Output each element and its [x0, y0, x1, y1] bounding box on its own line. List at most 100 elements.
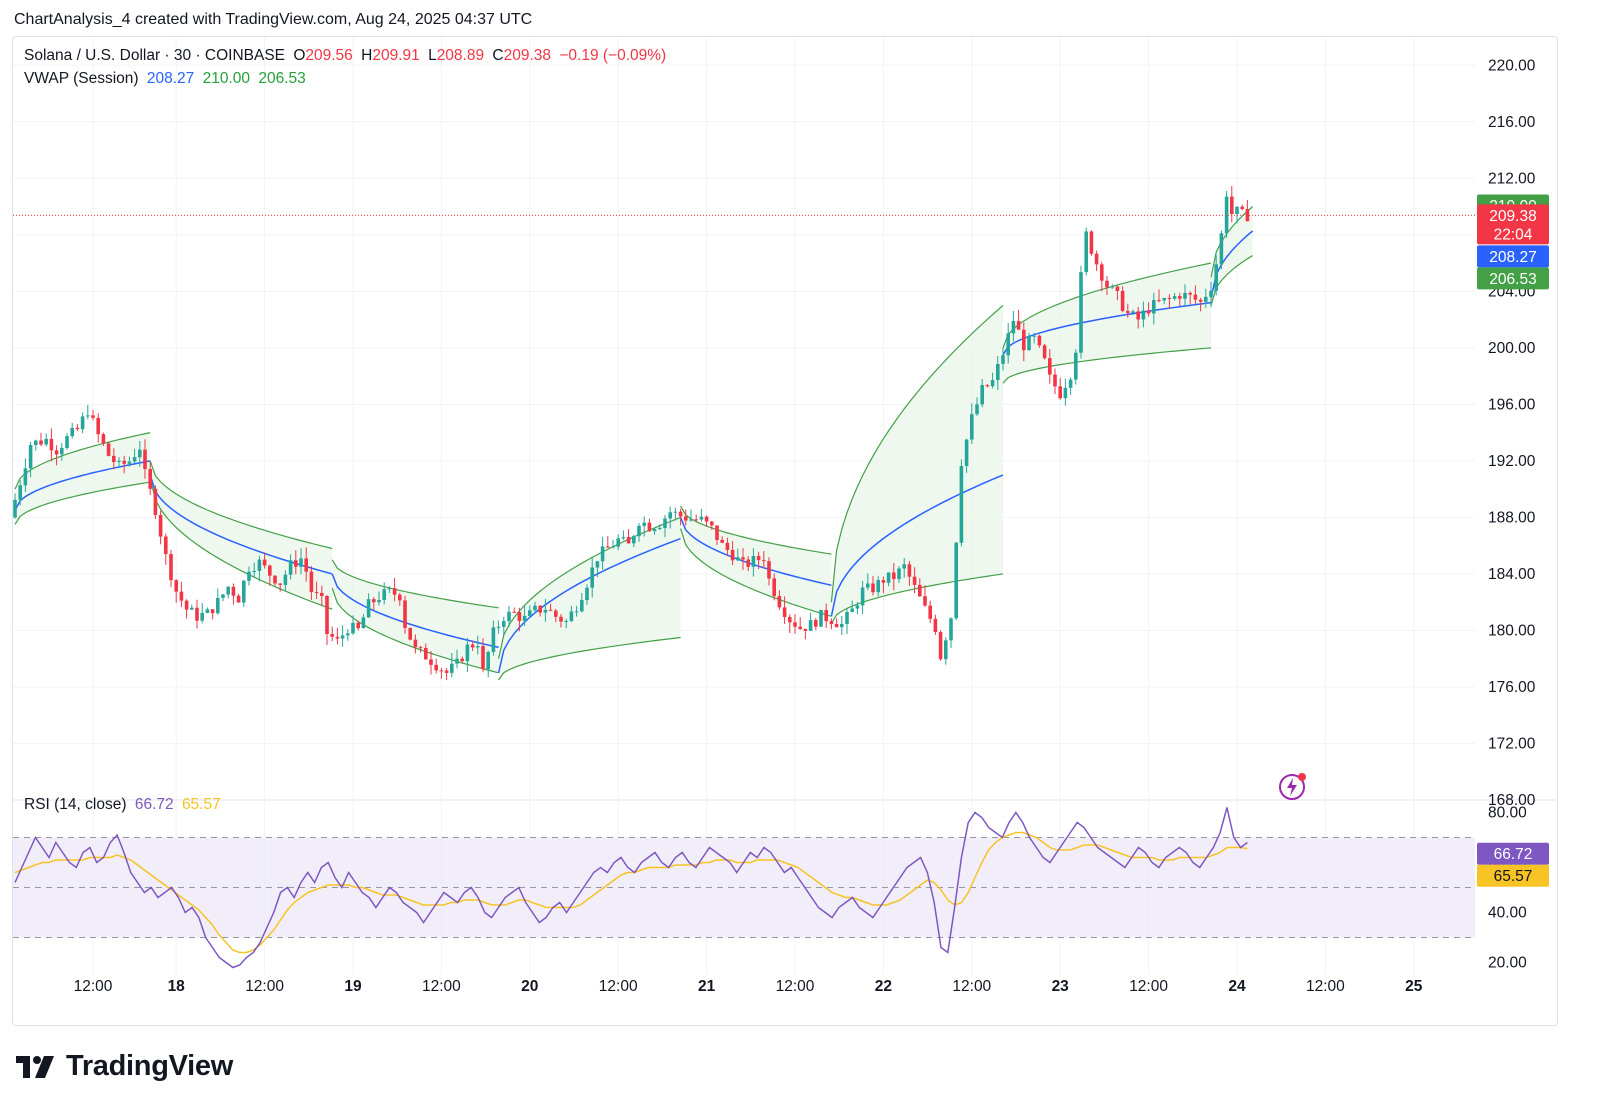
candle-body [75, 427, 80, 430]
candle-body [200, 612, 204, 621]
candle-body [1016, 320, 1021, 330]
candle-body [626, 537, 631, 544]
candle-body [101, 434, 106, 444]
candle-body [782, 607, 787, 617]
symbol-label: Solana / U.S. Dollar · 30 · COINBASE [24, 47, 286, 64]
tradingview-logo[interactable]: TradingView [16, 1050, 233, 1083]
candle-body [1172, 296, 1177, 299]
candle-body [13, 499, 17, 518]
vwap-line [14, 460, 151, 511]
candle-body [923, 596, 927, 606]
candle-body [148, 469, 152, 489]
price-tick-label: 192.00 [1488, 453, 1536, 470]
candle-body [897, 568, 901, 580]
candle-body [684, 516, 688, 521]
vwap-badge: 208.27 [1489, 249, 1536, 266]
candle-body [720, 539, 724, 543]
vwap-upper-band [14, 432, 151, 490]
candle-body [1032, 335, 1036, 337]
candle-body [980, 385, 984, 405]
time-tick-label: 12:00 [952, 978, 991, 995]
vwap-lower-band [149, 477, 333, 610]
price-tick-label: 216.00 [1488, 114, 1536, 131]
candle-body [1006, 333, 1010, 356]
candle-body [205, 609, 210, 613]
candle-body [1193, 294, 1198, 300]
time-tick-label: 21 [698, 978, 716, 995]
time-axis: 12:00 18 12:00 19 12:00 20 12:00 21 12:00 22 12:00… [74, 978, 1423, 995]
candle-body [190, 607, 194, 610]
candle-body [1198, 299, 1203, 302]
candle-body [866, 583, 870, 588]
candle-body [1183, 292, 1187, 299]
candle-body [756, 556, 761, 561]
lower-band-badge: 206.53 [1489, 271, 1536, 288]
candle-body [1115, 286, 1120, 291]
rsi-legend[interactable]: RSI (14, close) 66.72 65.57 [24, 796, 225, 814]
candle-body [949, 618, 953, 641]
vwap-line [497, 537, 681, 674]
candle-body [647, 522, 652, 532]
rsi-ma-badge-bg [1477, 864, 1549, 887]
candle-body [668, 512, 672, 519]
candle-body [710, 521, 714, 526]
candle-body [512, 611, 516, 613]
candle-body [434, 664, 438, 671]
vwap-value: 208.27 [146, 70, 195, 87]
candle-body [179, 591, 184, 601]
candle-body [460, 658, 464, 662]
candle-body [1235, 206, 1239, 215]
candle-body [325, 595, 329, 635]
candle-body [418, 647, 423, 649]
candle-body [736, 557, 740, 561]
rsi-pane [13, 807, 1475, 969]
candle-body [1245, 208, 1250, 222]
candle-body [918, 584, 922, 597]
symbol-legend[interactable]: Solana / U.S. Dollar · 30 · COINBASE O20… [24, 47, 670, 65]
vwap-band-fill [498, 517, 681, 680]
candle-body [1136, 311, 1140, 320]
candle-body [928, 605, 932, 619]
candle-body [18, 485, 22, 500]
candle-body [938, 632, 943, 660]
vwap-lower-value: 206.53 [258, 70, 306, 87]
candle-body [777, 596, 782, 608]
candle-body [1157, 299, 1161, 301]
vwap-band-fill [831, 305, 1003, 624]
candle-body [673, 511, 678, 513]
price-tick-label: 200.00 [1488, 340, 1536, 357]
vwap-lower-band [680, 528, 832, 617]
time-tick-label: 12:00 [599, 978, 638, 995]
candle-body [1214, 264, 1218, 291]
candle-body [975, 404, 979, 415]
candle-body [954, 542, 958, 619]
candle-body [585, 587, 589, 601]
candle-body [117, 460, 121, 463]
price-tick-label: 172.00 [1488, 735, 1536, 752]
candle-body [1079, 272, 1083, 353]
candle-body [351, 622, 355, 634]
candle-body [1209, 290, 1213, 297]
vwap-legend[interactable]: VWAP (Session) 208.27 210.00 206.53 [24, 70, 310, 88]
candle-body [340, 635, 345, 639]
candle-body [1230, 196, 1234, 215]
candle-body [242, 580, 246, 603]
candle-body [221, 594, 225, 598]
candle-body [44, 438, 48, 445]
alert-bolt-icon[interactable] [1278, 771, 1308, 806]
candle-body [876, 580, 880, 593]
candle-body [1022, 329, 1026, 351]
rsi-badge-bg [1477, 842, 1549, 865]
close-value: 209.38 [503, 47, 552, 64]
candle-body [767, 561, 771, 579]
candle-body [122, 460, 126, 464]
candle-body [985, 385, 990, 387]
candle-body [1141, 310, 1146, 320]
candle-body [491, 627, 496, 652]
time-tick-label: 12:00 [245, 978, 284, 995]
price-tick-label: 168.00 [1488, 792, 1536, 809]
price-grid [13, 37, 1556, 975]
candle-body [138, 449, 142, 458]
candle-body [403, 600, 407, 628]
